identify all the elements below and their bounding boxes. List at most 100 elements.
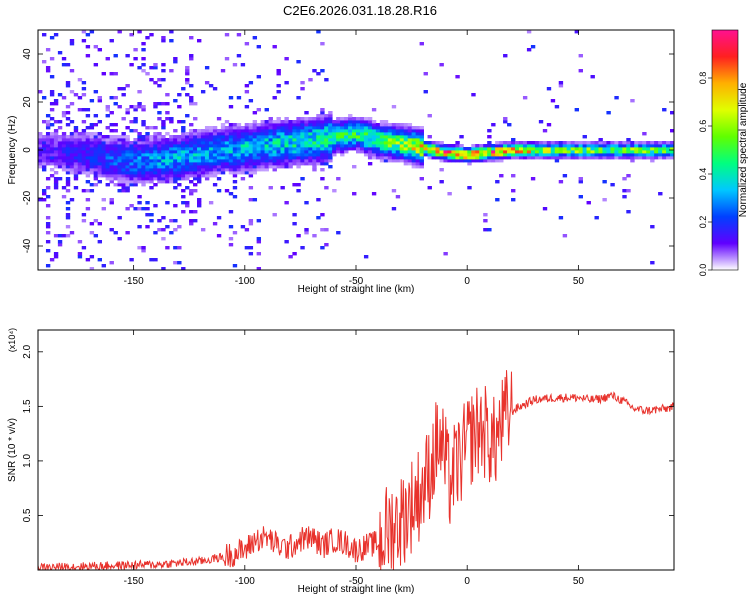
spectrogram-cell [459,159,464,163]
spectrogram-cell [97,168,103,172]
spectrogram-cell [610,144,615,148]
spectrogram-cell [515,150,520,154]
spectrogram-cell [165,174,170,178]
spectrogram-cell [312,147,317,151]
spectrogram-cell [272,168,277,172]
spectrogram-cell [312,138,317,142]
spectrogram-cell [57,135,63,139]
spectrogram-cell [61,111,67,115]
spectrogram-cell [534,153,540,157]
spectrogram-cell [367,153,373,157]
spectrogram-cell [272,159,277,163]
spectrogram-cell [336,177,341,181]
spectrogram-cell [622,177,627,181]
spectrogram-cell [403,150,409,154]
spectrogram-cell [93,63,99,67]
spectrogram-cell [511,150,516,154]
spectrogram-cell [53,255,59,259]
spectrogram-cell [244,246,250,250]
spectrogram-cell [630,159,635,163]
spectrogram-cell [530,156,536,160]
spectrogram-cell [228,159,234,163]
spectrogram-cell [236,132,242,136]
spectrogram-cell [530,177,536,181]
spectrogram-cell [244,129,250,133]
spectrogram-cell [244,105,250,109]
spectrogram-cell [169,120,174,124]
spectrogram-cell [415,162,421,166]
spectrogram-cell [626,147,631,151]
spectrogram-cell [193,102,198,106]
spectrogram-cell [228,192,234,196]
spectrogram-cell [189,147,194,151]
spectrogram-cell [471,144,476,148]
spectrogram-cell [403,156,409,160]
snr-x-tick-label: 0 [464,576,470,587]
spectrogram-cell [157,153,162,157]
spectrogram-cell [220,153,226,157]
spectrogram-cell [61,114,67,118]
spectrogram-cell [260,126,265,130]
spectrogram-cell [197,180,202,184]
spectrogram-cell [137,195,142,199]
spectrogram-cell [189,168,194,172]
spectrogram-cell [312,156,317,160]
spectrogram-cell [340,117,345,121]
spectrogram-cell [69,168,75,172]
spectrogram-cell [193,162,198,166]
spectrogram-cell [69,138,75,142]
spectrogram-cell [89,159,95,163]
spectrogram-cell [85,141,91,145]
spectrogram-cell [49,138,55,142]
spectrogram-cell [614,156,619,160]
spectrogram-cell [511,153,516,157]
spectrogram-cell [367,141,373,145]
spectrogram-cell [511,141,516,145]
spectrogram-cell [53,138,59,142]
spectrogram-cell [93,150,99,154]
spectrogram-cell [161,168,166,172]
spectrogram-cell [292,213,297,217]
spectrogram-cell [208,159,214,163]
spectrogram-cell [141,177,146,181]
spectrogram-cell [359,147,365,151]
spectrogram-cell [149,138,154,142]
spectrogram-cell [224,165,230,169]
spectrogram-cell [574,144,580,148]
spectrogram-cell [554,141,560,145]
spectrogram-cell [185,78,190,82]
spectrogram-cell [439,159,444,163]
spectrogram-cell [503,150,508,154]
spectrogram-cell [379,135,385,139]
spectrogram-cell [85,126,91,130]
spectrogram-cell [157,165,162,169]
spectrogram-cell [252,135,258,139]
spectrogram-cell [562,174,568,178]
spectrogram-cell [177,165,182,169]
spectrogram-cell [185,171,190,175]
spectrogram-cell [200,141,206,145]
spectrogram-cell [181,210,186,214]
spectrogram-cell [566,147,572,151]
spectrogram-cell [379,132,385,136]
spectrogram-cell [634,144,639,148]
spectrogram-cell [479,159,484,163]
spectrogram-cell [113,183,118,187]
spectrogram-cell [367,162,373,166]
spectrogram-cell [276,156,281,160]
spectrogram-cell [316,120,321,124]
spectrogram-cell [45,126,51,130]
spectrogram-cell [153,105,158,109]
spectrogram-cell [507,153,512,157]
spectrogram-cell [105,159,110,163]
spectrogram-cell [395,195,401,199]
spectrogram-cell [244,165,250,169]
spectrogram-cell [479,144,484,148]
spectrogram-cell [117,30,122,34]
spectrogram-cell [121,168,126,172]
spectrogram-cell [65,105,71,109]
spectrogram-cell [189,132,194,136]
spectrogram-cell [49,36,55,40]
spectrogram-cell [546,144,552,148]
spectrogram-cell [260,150,265,154]
